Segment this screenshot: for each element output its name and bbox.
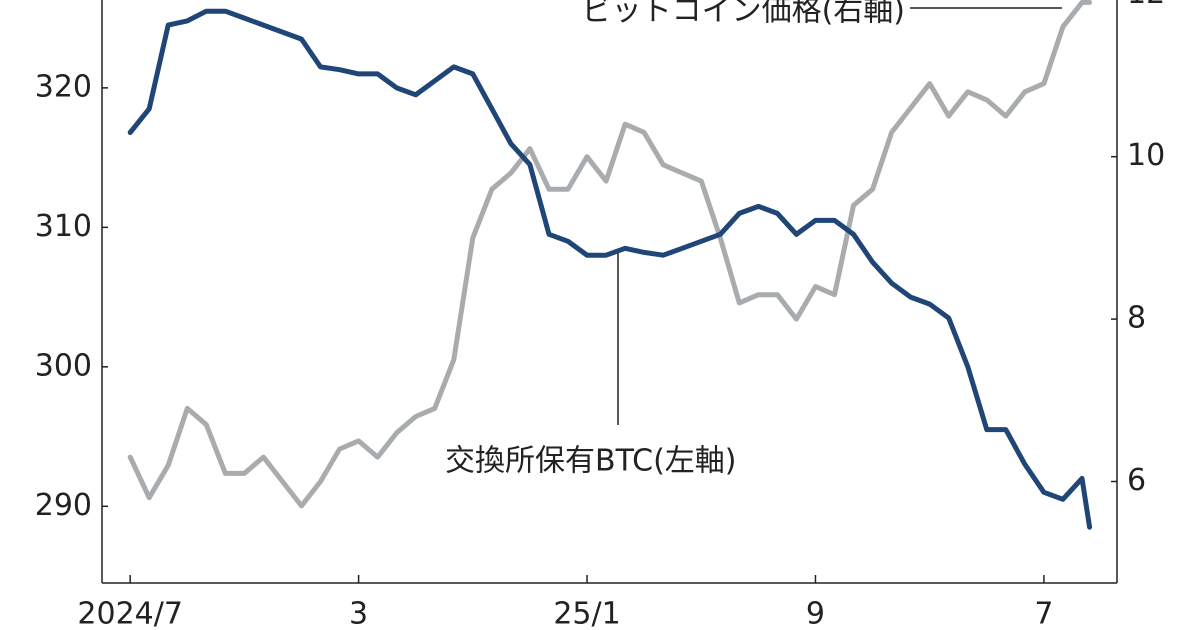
x-tick-label: 9 (806, 597, 825, 630)
y-tick-label: 320 (35, 69, 92, 104)
x-tick-label: 3 (349, 597, 368, 630)
y-tick-label: 300 (35, 348, 92, 383)
x-tick-label: 2024/7 (77, 597, 183, 630)
x-tick-label: 25/1 (553, 597, 620, 630)
y-tick-label: 310 (35, 209, 92, 244)
y-tick-label: 290 (35, 488, 92, 523)
series-label: 交換所保有BTC(左軸) (445, 444, 737, 479)
y2-tick-label: 8 (1127, 301, 1146, 336)
series-label: ビットコイン価格(右軸) (582, 0, 905, 29)
x-tick-label: 7 (1034, 597, 1053, 630)
y2-tick-label: 12 (1127, 0, 1165, 11)
data-line (127, 0, 1093, 509)
data-line (127, 8, 1093, 530)
y2-tick-label: 6 (1127, 463, 1146, 498)
y2-tick-label: 10 (1127, 138, 1165, 173)
